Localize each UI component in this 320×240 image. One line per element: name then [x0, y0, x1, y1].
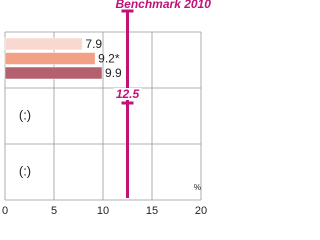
benchmark-label-bg: [113, 88, 142, 100]
x-tick-label: 0: [2, 205, 8, 217]
bar: [4, 66, 103, 80]
value-label: 9.2*: [98, 52, 120, 66]
x-tick-label: 15: [146, 205, 158, 217]
x-unit: %: [194, 183, 201, 192]
x-tick-label: 5: [51, 205, 57, 217]
benchmark-value: 12.5: [116, 87, 140, 101]
value-label: 9.9: [105, 66, 122, 80]
bar: [4, 37, 83, 51]
chart: 0 5 10 15 20% 7.99.2*9.9 (:) (:) 12.5 Benchmark 2…: [2, 0, 212, 217]
category-label: (:): [19, 107, 31, 122]
bar: [4, 52, 96, 65]
value-label: 7.9: [85, 37, 102, 51]
category-label: (:): [19, 163, 31, 178]
x-tick-label: 20: [195, 205, 207, 217]
benchmark-title: Benchmark 2010: [116, 0, 212, 11]
x-tick-label: 10: [97, 205, 109, 217]
